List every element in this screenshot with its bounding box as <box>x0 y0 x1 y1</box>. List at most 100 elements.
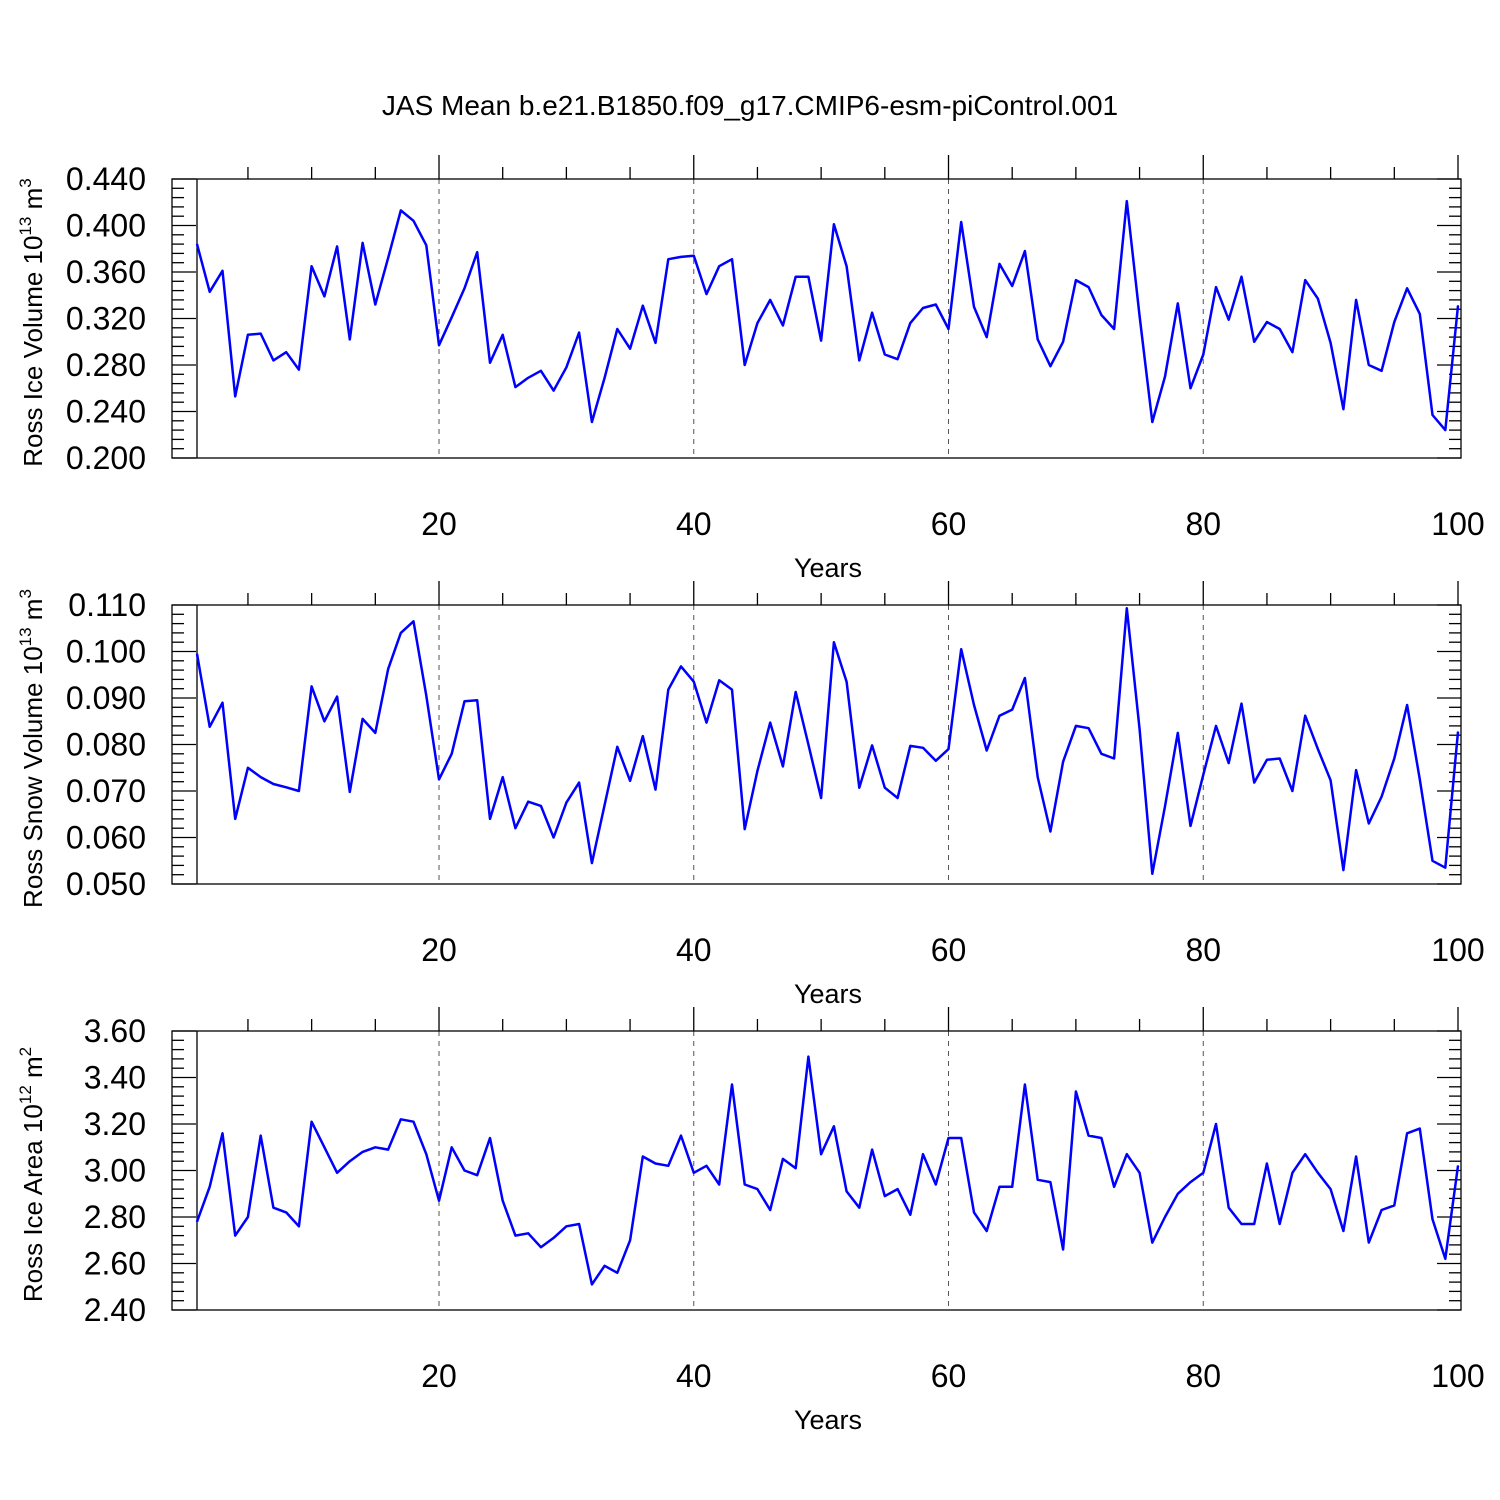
data-point <box>425 1153 428 1156</box>
data-point <box>1457 731 1459 733</box>
data-point <box>591 421 593 423</box>
data-point <box>833 1125 835 1128</box>
data-point <box>361 718 364 720</box>
data-point <box>973 704 975 706</box>
data-point <box>540 370 542 372</box>
data-point <box>1151 421 1154 423</box>
x-tick-label: 20 <box>421 506 457 542</box>
data-point <box>1036 776 1039 778</box>
data-point <box>833 223 835 226</box>
data-point <box>1304 279 1306 281</box>
data-point <box>1253 1223 1256 1225</box>
data-point <box>336 245 338 248</box>
data-point <box>947 328 950 330</box>
data-point <box>1355 299 1357 301</box>
y-tick-label: 0.110 <box>68 587 146 623</box>
data-point <box>1418 1127 1421 1130</box>
data-point <box>1406 1132 1408 1135</box>
data-point <box>1176 732 1179 734</box>
data-point <box>298 368 300 371</box>
data-point <box>1380 795 1383 798</box>
data-point <box>998 1185 1001 1188</box>
data-point <box>1418 778 1421 781</box>
data-point <box>884 786 886 789</box>
data-point <box>310 1120 313 1123</box>
data-point <box>1393 757 1396 760</box>
y-axis-label: Ross Ice Area 1012 m2 <box>16 1047 48 1302</box>
data-point <box>692 254 695 257</box>
x-tick-label: 40 <box>676 506 712 542</box>
data-point <box>1444 1258 1447 1260</box>
data-point <box>196 653 198 655</box>
data-point <box>629 1239 631 1242</box>
data-point <box>845 265 848 267</box>
data-point <box>998 714 1001 717</box>
x-tick-label: 80 <box>1185 1358 1221 1394</box>
data-point <box>1240 1223 1243 1225</box>
data-point <box>221 701 224 704</box>
chart-title: JAS Mean b.e21.B1850.f09_g17.CMIP6-esm-p… <box>382 90 1118 121</box>
data-point <box>1418 313 1421 315</box>
data-point <box>1215 1123 1217 1125</box>
data-point <box>1202 773 1205 776</box>
data-point <box>285 351 287 354</box>
data-point <box>1036 338 1039 341</box>
data-point <box>820 1153 822 1156</box>
data-point <box>1075 279 1077 281</box>
data-point <box>399 632 402 634</box>
data-point <box>1266 1162 1268 1165</box>
data-point <box>1100 753 1103 755</box>
data-point <box>374 732 377 734</box>
data-point <box>871 744 873 747</box>
data-point <box>1368 1241 1370 1244</box>
data-point <box>896 797 899 799</box>
y-tick-label: 0.240 <box>66 394 146 430</box>
data-point <box>922 307 924 309</box>
data-point <box>756 322 759 324</box>
data-point <box>1240 275 1243 278</box>
data-point <box>909 1213 912 1216</box>
data-point <box>1176 302 1179 305</box>
data-point <box>858 1206 861 1209</box>
data-point <box>476 251 479 254</box>
data-point <box>1062 1248 1064 1251</box>
data-point <box>756 770 759 772</box>
data-point <box>247 333 249 336</box>
data-point <box>616 746 619 748</box>
data-point <box>871 1148 873 1151</box>
data-point <box>1215 286 1217 288</box>
data-point <box>985 1230 988 1232</box>
data-point <box>234 1234 237 1237</box>
data-point <box>1304 714 1306 717</box>
data-point <box>1113 1185 1115 1188</box>
data-point <box>591 862 593 864</box>
y-tick-label: 0.320 <box>66 301 146 337</box>
data-point <box>1087 286 1090 288</box>
data-point <box>909 322 912 324</box>
data-point <box>463 1169 466 1172</box>
data-point <box>463 700 466 703</box>
data-point <box>794 691 797 693</box>
data-point <box>234 818 237 820</box>
data-point <box>1075 1090 1077 1093</box>
data-point <box>1164 805 1166 808</box>
data-point <box>947 748 950 750</box>
data-point <box>527 376 529 379</box>
data-point <box>1075 725 1077 727</box>
data-point <box>820 797 822 799</box>
data-point <box>1278 328 1281 330</box>
data-point <box>489 361 491 364</box>
data-point <box>272 783 275 785</box>
data-point <box>1087 727 1090 730</box>
data-point <box>934 303 937 306</box>
data-point <box>438 1199 440 1202</box>
data-point <box>1164 375 1166 378</box>
x-axis-label: Years <box>794 1405 862 1435</box>
data-point <box>489 1137 491 1139</box>
data-point <box>1253 781 1256 784</box>
y-tick-label: 0.070 <box>66 773 146 809</box>
data-point <box>845 1190 848 1193</box>
data-point <box>374 1146 377 1149</box>
data-point <box>603 804 606 806</box>
data-point <box>349 1160 351 1162</box>
